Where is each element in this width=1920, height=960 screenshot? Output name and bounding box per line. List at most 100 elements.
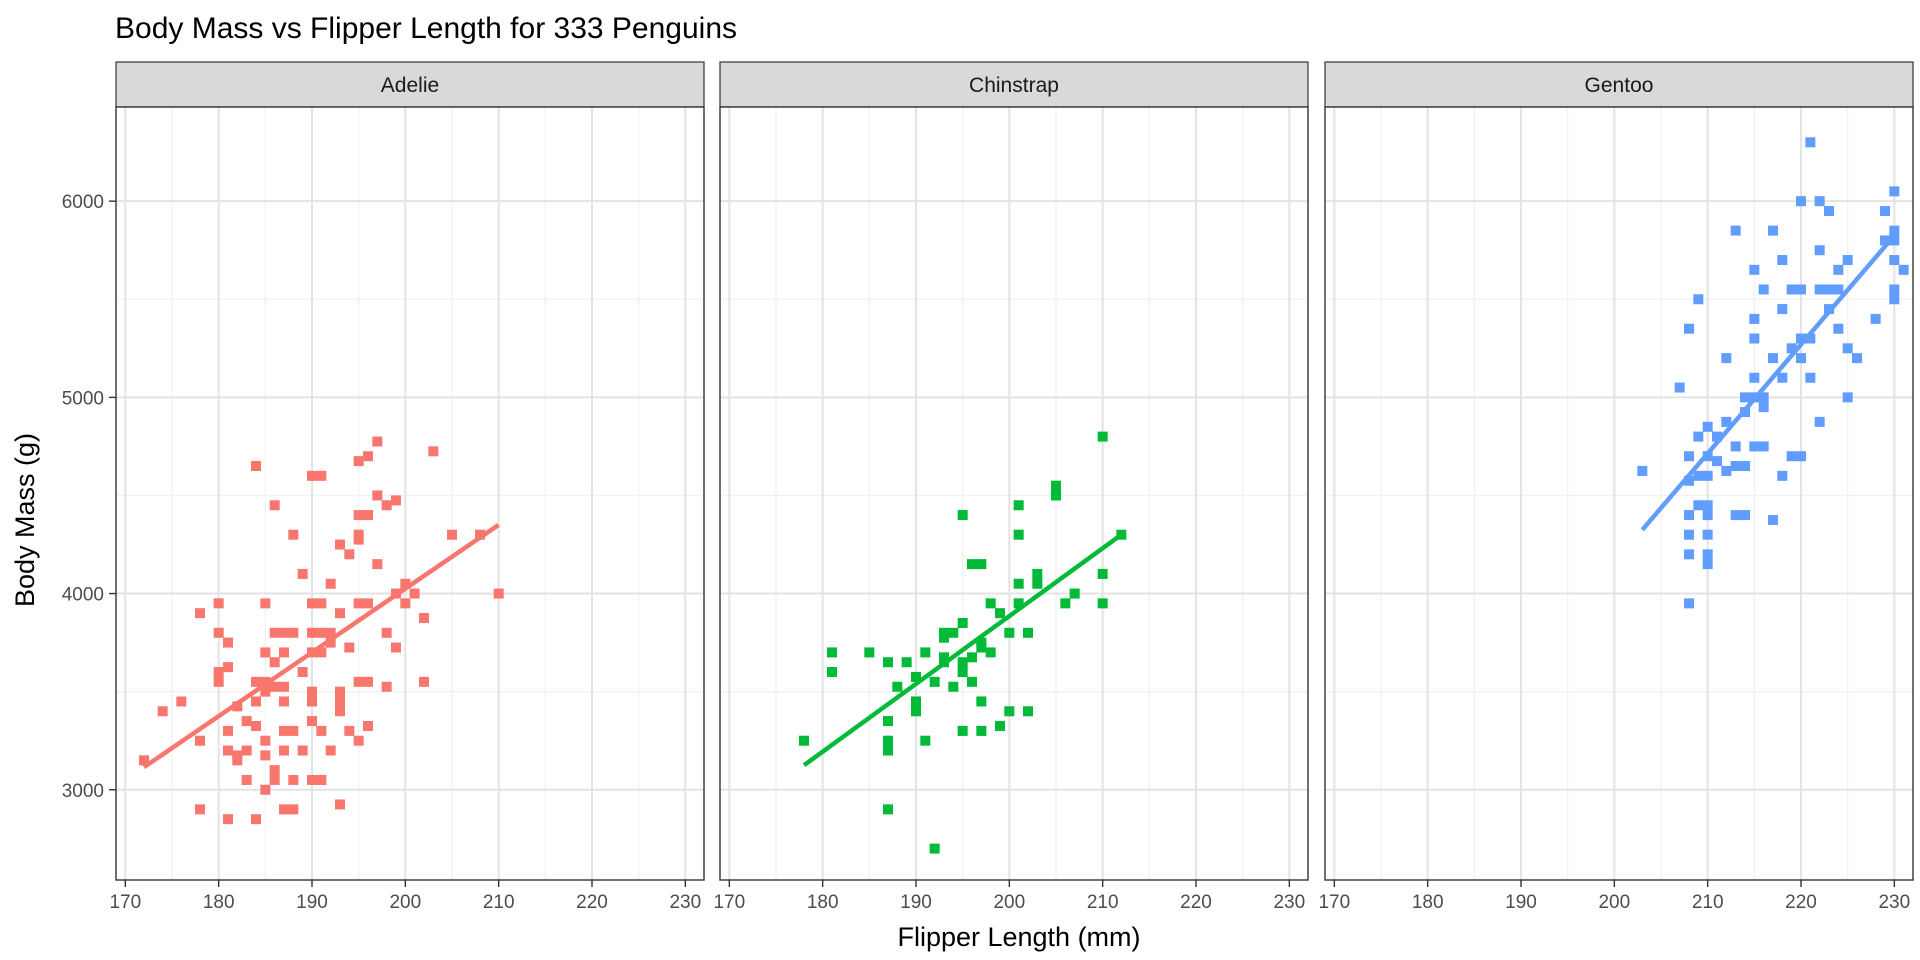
data-point (381, 681, 392, 692)
data-point (864, 647, 875, 658)
data-point (269, 774, 280, 785)
data-point (195, 804, 205, 815)
data-point (1684, 549, 1694, 560)
data-point (1898, 264, 1909, 275)
data-point (307, 470, 317, 481)
data-point (344, 549, 355, 560)
data-point (363, 598, 373, 609)
data-point (976, 642, 987, 653)
data-point (1814, 245, 1825, 256)
x-tick-label: 220 (576, 892, 608, 913)
chart-title: Body Mass vs Flipper Length for 333 Peng… (115, 12, 737, 45)
strip-background (1324, 61, 1914, 108)
data-point (1684, 510, 1694, 521)
data-point (1637, 465, 1648, 476)
data-point (929, 843, 940, 854)
data-point (353, 456, 364, 467)
data-point (307, 696, 317, 707)
data-point (939, 632, 949, 643)
data-point (269, 500, 280, 511)
data-point (892, 681, 903, 692)
data-point (344, 642, 355, 653)
data-point (883, 804, 893, 815)
data-point (213, 667, 224, 678)
data-point (269, 657, 280, 668)
data-point (223, 662, 233, 673)
data-point (1702, 549, 1713, 560)
data-point (269, 627, 280, 638)
data-point (1805, 137, 1816, 148)
data-point (372, 436, 383, 447)
data-point (1032, 578, 1043, 589)
data-point (1004, 706, 1015, 717)
data-point (1702, 529, 1713, 540)
data-point (493, 588, 504, 599)
data-point (1768, 353, 1778, 364)
data-point (1674, 382, 1685, 393)
data-point (1693, 431, 1704, 442)
data-point (1693, 294, 1704, 305)
data-point (1758, 392, 1769, 403)
data-point (139, 755, 149, 766)
data-point (1740, 461, 1750, 472)
data-point (316, 598, 327, 609)
x-tick-label: 210 (483, 892, 515, 913)
data-point (967, 676, 977, 687)
data-point (241, 716, 252, 727)
y-tick-label: 6000 (62, 192, 104, 213)
x-tick-label: 210 (1692, 892, 1724, 913)
strip-background (115, 61, 705, 108)
data-point (400, 598, 411, 609)
plot-background (720, 107, 1308, 880)
data-point (1097, 598, 1108, 609)
data-point (1889, 255, 1900, 266)
data-point (195, 608, 205, 619)
data-point (363, 510, 373, 521)
data-point (381, 627, 392, 638)
data-point (1824, 284, 1834, 295)
data-point (325, 637, 336, 648)
strip-background (719, 61, 1309, 108)
data-point (325, 627, 336, 638)
x-tick-label: 190 (1505, 892, 1537, 913)
data-point (372, 490, 383, 501)
data-point (307, 627, 317, 638)
data-point (1004, 627, 1015, 638)
data-point (1013, 500, 1024, 511)
data-point (1777, 372, 1788, 383)
panel-border (719, 106, 1309, 881)
data-point (288, 774, 299, 785)
data-point (1712, 456, 1722, 467)
data-point (353, 735, 364, 746)
data-point (1730, 225, 1741, 236)
data-point (335, 696, 345, 707)
data-point (1768, 514, 1778, 525)
data-point (1796, 284, 1806, 295)
data-point (1814, 284, 1825, 295)
data-point (260, 735, 271, 746)
data-point (260, 750, 271, 761)
data-point (1749, 313, 1760, 324)
data-point (391, 495, 401, 506)
y-tick-label: 3000 (62, 781, 104, 802)
panel-gentoo: Gentoo 170 180 190 200 210 220 230 (1318, 61, 1914, 913)
data-point (428, 446, 439, 457)
data-point (419, 613, 429, 624)
data-point (1023, 627, 1033, 638)
panel-border (115, 106, 705, 881)
data-point (325, 578, 336, 589)
data-point (279, 696, 289, 707)
x-tick-label: 200 (1598, 892, 1630, 913)
data-point (1786, 343, 1797, 354)
data-point (288, 725, 299, 736)
data-point (307, 686, 317, 697)
data-point (883, 657, 893, 668)
data-point (288, 529, 299, 540)
data-point (883, 735, 893, 746)
data-point (1777, 255, 1788, 266)
data-point (1740, 510, 1750, 521)
data-point (976, 725, 987, 736)
data-point (911, 671, 921, 682)
panels: Adelie 170 180 190 200 210 220 230 3000 4000 5000 6… (62, 61, 1914, 913)
